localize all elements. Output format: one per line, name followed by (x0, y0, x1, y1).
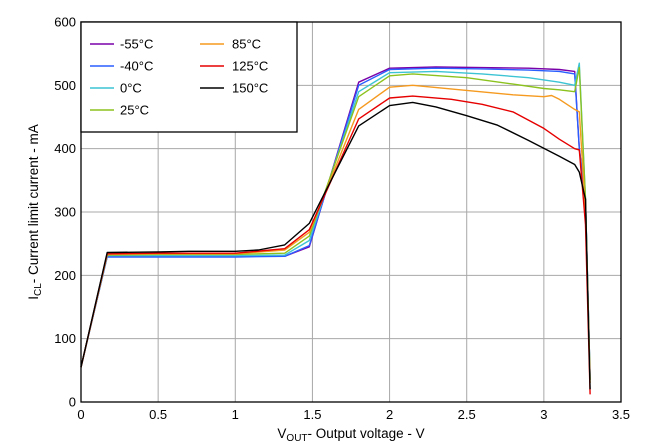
x-axis-title-main: V (277, 426, 286, 441)
y-axis-title-rest: - Current limit current - mA (26, 124, 41, 283)
y-axis-title-main: I (26, 296, 41, 300)
tick-labels: 0 0.5 1 1.5 2 2.5 3 3.5 0 100 200 300 400 500 600 (54, 15, 630, 423)
series-line-6 (80, 101, 591, 390)
y-axis-title-sub: CL (33, 283, 44, 296)
y-tick-label: 500 (54, 78, 76, 93)
legend-label-0: -55°C (120, 37, 153, 52)
x-tick-label: 0 (77, 407, 84, 422)
y-tick-label: 400 (54, 141, 76, 156)
x-tick-label: 3 (540, 407, 547, 422)
series-lines (80, 62, 591, 395)
legend: -55°C -40°C 0°C 25°C 85°C 125°C 150°C (80, 21, 298, 133)
y-tick-label: 100 (54, 331, 76, 346)
legend-box (80, 21, 298, 133)
legend-label-6: 150°C (232, 81, 268, 96)
x-tick-label: 2.5 (458, 407, 476, 422)
legend-label-1: -40°C (120, 59, 153, 74)
legend-label-3: 25°C (120, 103, 149, 118)
legend-label-2: 0°C (120, 81, 142, 96)
x-axis-title: VOUT- Output voltage - V (277, 426, 424, 444)
x-axis-title-rest: - Output voltage - V (308, 426, 425, 441)
series-line-5 (80, 95, 591, 395)
y-tick-label: 300 (54, 205, 76, 220)
y-tick-label: 0 (69, 395, 76, 410)
x-tick-label: 0.5 (149, 407, 167, 422)
legend-label-4: 85°C (232, 37, 261, 52)
series-line-2 (80, 62, 591, 380)
y-tick-label: 200 (54, 268, 76, 283)
x-tick-label: 3.5 (612, 407, 630, 422)
x-tick-label: 2 (386, 407, 393, 422)
y-tick-label: 600 (54, 15, 76, 30)
x-tick-label: 1 (232, 407, 239, 422)
plot-frame (80, 21, 622, 403)
x-tick-label: 1.5 (303, 407, 321, 422)
legend-label-5: 125°C (232, 59, 268, 74)
y-axis-title: ICL- Current limit current - mA (26, 124, 44, 300)
x-axis-title-sub: OUT (286, 433, 307, 444)
